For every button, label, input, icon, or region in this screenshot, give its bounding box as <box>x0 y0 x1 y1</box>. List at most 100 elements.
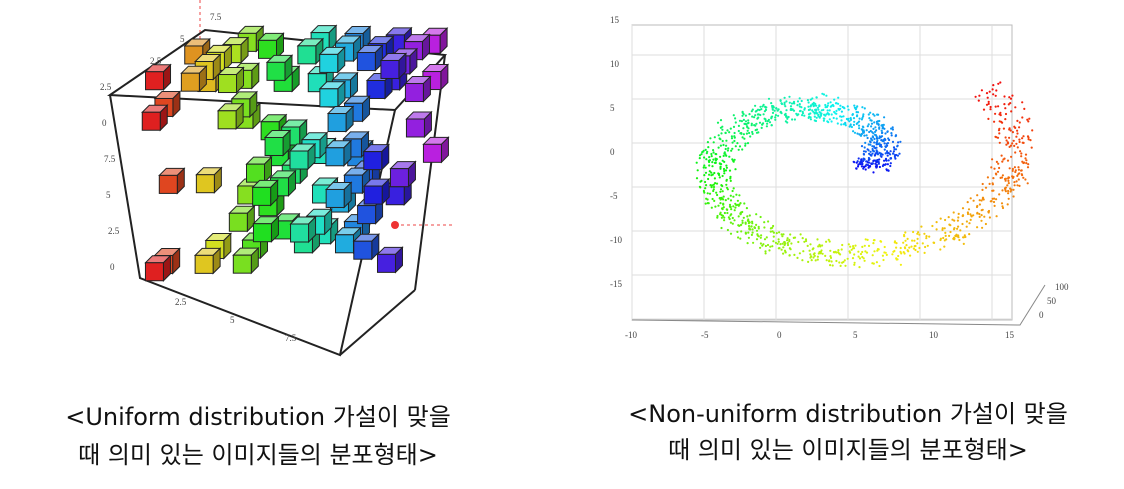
point <box>878 137 881 140</box>
point <box>774 114 778 117</box>
point <box>925 235 928 238</box>
point <box>779 99 782 102</box>
point <box>965 220 969 223</box>
point <box>784 251 787 254</box>
point <box>1016 174 1019 177</box>
point <box>787 115 790 119</box>
point <box>952 228 956 231</box>
cube-front <box>257 39 277 59</box>
point <box>774 116 777 119</box>
point <box>817 245 820 248</box>
point <box>879 154 882 157</box>
point <box>980 89 984 92</box>
point <box>816 106 820 109</box>
point <box>886 151 889 155</box>
point <box>869 143 872 146</box>
point <box>957 216 960 219</box>
point <box>1012 139 1015 142</box>
point <box>757 235 760 238</box>
point <box>789 108 792 111</box>
point <box>778 231 781 234</box>
point <box>962 236 965 239</box>
point <box>1016 184 1019 187</box>
point <box>737 148 740 151</box>
point <box>745 207 749 210</box>
point <box>853 104 856 107</box>
point <box>803 107 806 110</box>
point <box>741 221 744 224</box>
point <box>834 102 838 105</box>
point <box>771 226 774 229</box>
point <box>786 241 789 245</box>
cube-front <box>363 185 383 205</box>
point <box>891 128 895 131</box>
point <box>886 130 889 133</box>
point <box>984 186 988 189</box>
point <box>862 167 865 170</box>
point <box>906 237 909 240</box>
point <box>799 233 802 236</box>
point <box>981 188 984 191</box>
point <box>715 191 718 194</box>
point <box>852 130 855 133</box>
point <box>886 163 890 166</box>
cube-front <box>363 151 383 171</box>
point <box>710 186 713 189</box>
point <box>714 205 717 208</box>
point <box>872 127 875 130</box>
point <box>1028 117 1031 120</box>
point <box>764 250 767 253</box>
point <box>874 147 877 150</box>
point <box>724 169 728 172</box>
point <box>826 120 829 123</box>
point <box>751 132 754 135</box>
point <box>771 111 775 114</box>
point <box>1013 144 1016 147</box>
cube-front <box>405 118 425 138</box>
point <box>775 232 778 235</box>
point <box>1009 102 1012 105</box>
point <box>1001 205 1004 208</box>
point <box>847 108 850 111</box>
point <box>717 204 720 207</box>
point <box>783 103 786 106</box>
point <box>986 176 990 179</box>
point <box>995 136 998 139</box>
point <box>830 113 833 116</box>
point <box>771 108 774 111</box>
point <box>740 132 743 135</box>
point <box>722 143 725 147</box>
point <box>820 109 823 112</box>
point <box>717 134 720 137</box>
point <box>723 169 726 173</box>
point <box>882 123 885 126</box>
point <box>978 94 981 97</box>
point <box>972 199 975 202</box>
uniform-figure: 7.5 5 2.5 2.5 0 7.5 5 2.5 0 2.5 5 7.5 <box>100 0 455 357</box>
point <box>734 121 737 124</box>
caption-line: 때 의미 있는 이미지들의 분포형태> <box>78 441 438 469</box>
point <box>698 157 701 160</box>
point <box>829 264 832 267</box>
point <box>875 161 878 164</box>
point <box>706 192 709 195</box>
point <box>766 243 770 247</box>
point <box>777 247 780 250</box>
point <box>713 171 716 175</box>
point <box>709 184 712 187</box>
point <box>994 105 997 108</box>
point <box>755 223 758 226</box>
point <box>825 240 828 243</box>
point <box>883 116 886 119</box>
point <box>720 226 723 230</box>
point <box>770 124 773 127</box>
point <box>906 249 909 252</box>
point <box>747 218 750 221</box>
point <box>844 124 847 127</box>
point <box>867 123 870 126</box>
point <box>855 115 859 118</box>
point <box>983 215 986 218</box>
point <box>708 170 711 173</box>
point <box>798 105 801 108</box>
